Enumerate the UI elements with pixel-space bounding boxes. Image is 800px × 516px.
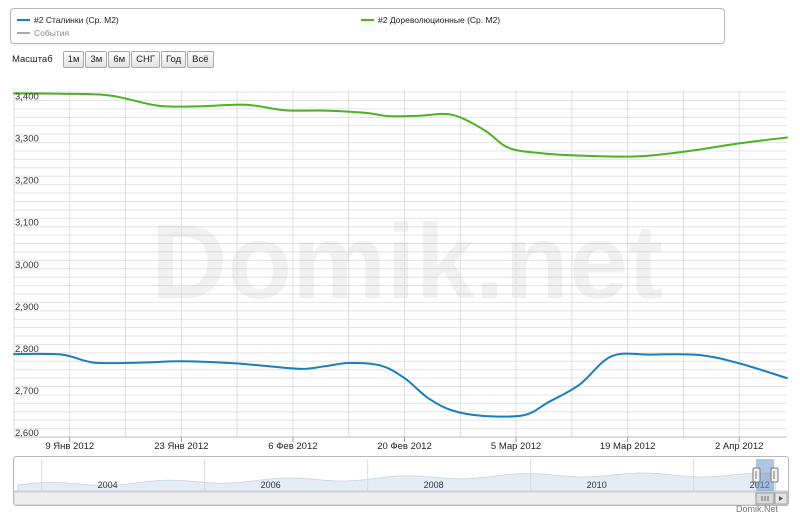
zoom-bar: Масштаб 1м 3м 6м СНГ Год Всё — [12, 51, 215, 68]
zoom-6m-button[interactable]: 6м — [108, 51, 131, 68]
navigator-selection[interactable] — [756, 459, 774, 491]
chevron-right-icon — [779, 496, 783, 501]
zoom-1y-button[interactable]: Год — [161, 51, 187, 68]
x-grid — [13, 90, 740, 437]
legend-item-stalinki[interactable]: #2 Сталинки (Ср. M2) — [17, 15, 119, 25]
series-line-stalinki[interactable] — [13, 352, 788, 418]
y-axis: 3,400 3,300 3,200 3,100 3,000 2,900 2,800 2,700… — [15, 92, 39, 439]
y-tick-label: 3,000 — [15, 260, 39, 271]
zoom-1m-button[interactable]: 1м — [62, 51, 85, 68]
x-tick-label: 6 Фев 2012 — [268, 441, 317, 452]
legend-swatch-dorevolyutsionnye — [361, 19, 374, 21]
zoom-ytd-button[interactable]: СНГ — [131, 51, 161, 68]
x-tick-label: 2 Апр 2012 — [715, 441, 763, 452]
y-tick-label: 3,400 — [15, 92, 39, 103]
legend-swatch-events — [17, 32, 30, 34]
legend-label: События — [34, 28, 70, 38]
navigator[interactable]: 20042006200820102012 — [13, 456, 789, 506]
x-axis: 9 Янв 2012 23 Янв 2012 6 Фев 2012 20 Фев 20… — [14, 436, 787, 452]
legend-label: #2 Дореволюционные (Ср. M2) — [378, 15, 501, 25]
copyright: Domik.Net — [735, 504, 778, 514]
zoom-all-button[interactable]: Всё — [187, 51, 214, 68]
x-tick-label: 23 Янв 2012 — [154, 441, 208, 452]
x-tick-label: 5 Мар 2012 — [491, 441, 541, 452]
navigator-chart[interactable]: 20042006200820102012 — [14, 457, 788, 505]
navigator-tick-label: 2010 — [587, 480, 607, 490]
legend: #2 Сталинки (Ср. M2) #2 Дореволюционные … — [10, 8, 725, 44]
y-tick-label: 3,300 — [15, 134, 39, 145]
grid — [14, 91, 787, 438]
navigator-scrollbar[interactable] — [14, 491, 788, 505]
series-line-dorevolyutsionnye[interactable] — [13, 92, 788, 158]
legend-label: #2 Сталинки (Ср. M2) — [34, 15, 119, 25]
zoom-3m-button[interactable]: 3м — [85, 51, 108, 68]
legend-item-dorevolyutsionnye[interactable]: #2 Дореволюционные (Ср. M2) — [361, 15, 500, 25]
navigator-tick-label: 2008 — [424, 480, 444, 490]
y-tick-label: 3,100 — [15, 218, 39, 229]
x-tick-label: 20 Фев 2012 — [377, 441, 432, 452]
y-tick-label: 2,900 — [15, 302, 39, 313]
y-tick-label: 3,200 — [15, 176, 39, 187]
x-tick-label: 9 Янв 2012 — [45, 441, 94, 452]
y-tick-label: 2,800 — [15, 344, 39, 355]
y-tick-label: 2,600 — [15, 428, 39, 439]
navigator-tick-label: 2006 — [261, 480, 281, 490]
watermark: Domik.net — [151, 203, 663, 321]
zoom-label: Масштаб — [12, 54, 53, 65]
navigator-tick-label: 2004 — [98, 480, 118, 490]
y-tick-label: 2,700 — [15, 386, 39, 397]
legend-item-events[interactable]: События — [17, 28, 69, 38]
series — [13, 92, 788, 418]
x-tick-label: 19 Мар 2012 — [600, 441, 656, 452]
navigator-area — [17, 472, 777, 492]
legend-swatch-stalinki — [17, 19, 30, 21]
